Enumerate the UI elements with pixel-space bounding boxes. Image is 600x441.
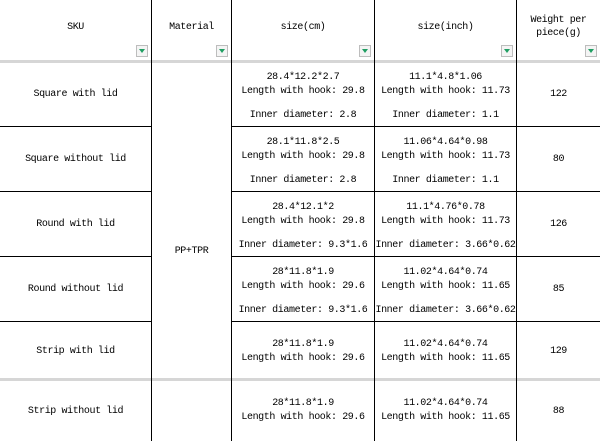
size-dimensions: 11.02*4.64*0.74 xyxy=(403,338,488,350)
column-header-weight[interactable]: Weight per piece(g) xyxy=(517,0,600,62)
length-with-hook: Length with hook: 29.8 xyxy=(241,86,365,97)
column-header-weight-label: Weight per piece(g) xyxy=(530,15,587,39)
filter-button-size-cm[interactable] xyxy=(359,45,371,57)
inner-diameter: Inner diameter: 1.1 xyxy=(392,175,499,186)
length-with-hook: Length with hook: 29.8 xyxy=(241,216,365,227)
sku-label: Round without lid xyxy=(27,283,124,295)
size-cm-cell[interactable]: 28*11.8*1.9 Length with hook: 29.6 xyxy=(232,322,375,381)
weight-cell[interactable]: 122 xyxy=(517,62,600,127)
filter-button-weight[interactable] xyxy=(585,45,597,57)
weight-value: 85 xyxy=(552,283,565,295)
column-header-size-cm[interactable]: size(cm) xyxy=(232,0,375,62)
material-merged-cell[interactable]: PP+TPR xyxy=(152,62,232,441)
sku-label: Strip without lid xyxy=(27,405,124,417)
length-with-hook: Length with hook: 29.8 xyxy=(241,151,365,162)
weight-value: 126 xyxy=(550,218,567,230)
inner-diameter: Inner diameter: 9.3*1.6 xyxy=(238,305,368,316)
column-header-material-label: Material xyxy=(169,21,214,33)
filter-button-sku[interactable] xyxy=(136,45,148,57)
filter-button-material[interactable] xyxy=(216,45,228,57)
inner-diameter: Inner diameter: 2.8 xyxy=(249,175,357,186)
size-dimensions: 28.4*12.2*2.7 xyxy=(266,72,340,83)
filter-button-size-inch[interactable] xyxy=(501,45,513,57)
material-value: PP+TPR xyxy=(174,246,209,257)
filter-dropdown-icon xyxy=(219,49,225,53)
weight-cell[interactable]: 126 xyxy=(517,192,600,257)
sku-label: Strip with lid xyxy=(36,346,115,357)
sku-cell[interactable]: Round without lid xyxy=(0,257,152,322)
length-with-hook: Length with hook: 11.65 xyxy=(381,412,510,423)
weight-cell[interactable]: 129 xyxy=(517,322,600,381)
weight-value: 122 xyxy=(550,88,567,100)
size-dimensions: 28*11.8*1.9 xyxy=(272,398,334,409)
length-with-hook: Length with hook: 29.6 xyxy=(241,412,365,423)
length-with-hook: Length with hook: 11.73 xyxy=(381,86,510,97)
weight-value: 80 xyxy=(552,153,565,165)
sku-label: Round with lid xyxy=(36,218,115,230)
sku-label: Square without lid xyxy=(25,153,126,165)
weight-value: 129 xyxy=(550,346,567,357)
sku-cell[interactable]: Strip without lid xyxy=(0,381,152,441)
size-dimensions: 11.06*4.64*0.98 xyxy=(403,137,488,148)
length-with-hook: Length with hook: 11.73 xyxy=(381,151,510,162)
filter-dropdown-icon xyxy=(588,49,594,53)
size-inch-cell[interactable]: 11.1*4.76*0.78 Length with hook: 11.73 Inn… xyxy=(375,192,517,257)
column-header-size-inch[interactable]: size(inch) xyxy=(375,0,517,62)
column-header-size-cm-label: size(cm) xyxy=(280,21,326,33)
length-with-hook: Length with hook: 29.6 xyxy=(241,352,365,364)
size-inch-cell[interactable]: 11.1*4.8*1.06 Length with hook: 11.73 Inne… xyxy=(375,62,517,127)
inner-diameter: Inner diameter: 2.8 xyxy=(249,110,357,121)
size-dimensions: 11.1*4.76*0.78 xyxy=(406,202,485,213)
size-dimensions: 11.1*4.8*1.06 xyxy=(409,72,482,83)
size-dimensions: 28*11.8*1.9 xyxy=(272,338,334,350)
sku-cell[interactable]: Strip with lid xyxy=(0,322,152,381)
size-cm-cell[interactable]: 28*11.8*1.9 Length with hook: 29.6 xyxy=(232,381,375,441)
size-cm-cell[interactable]: 28.4*12.1*2 Length with hook: 29.8 Inner d… xyxy=(232,192,375,257)
column-header-sku[interactable]: SKU xyxy=(0,0,152,62)
size-dimensions: 28*11.8*1.9 xyxy=(272,267,334,278)
filter-dropdown-icon xyxy=(139,49,145,53)
size-dimensions: 28.4*12.1*2 xyxy=(272,202,334,213)
column-header-sku-label: SKU xyxy=(67,21,84,33)
weight-cell[interactable]: 88 xyxy=(517,381,600,441)
filter-dropdown-icon xyxy=(362,49,368,53)
sku-cell[interactable]: Square with lid xyxy=(0,62,152,127)
inner-diameter: Inner diameter: 9.3*1.6 xyxy=(238,240,368,251)
size-cm-cell[interactable]: 28*11.8*1.9 Length with hook: 29.6 Inner d… xyxy=(232,257,375,322)
sku-cell[interactable]: Round with lid xyxy=(0,192,152,257)
size-inch-cell[interactable]: 11.02*4.64*0.74 Length with hook: 11.65 In… xyxy=(375,257,517,322)
length-with-hook: Length with hook: 11.73 xyxy=(381,216,510,227)
size-cm-cell[interactable]: 28.4*12.2*2.7 Length with hook: 29.8 Inner… xyxy=(232,62,375,127)
size-inch-cell[interactable]: 11.02*4.64*0.74 Length with hook: 11.65 xyxy=(375,322,517,381)
size-dimensions: 28.1*11.8*2.5 xyxy=(266,137,340,148)
length-with-hook: Length with hook: 29.6 xyxy=(241,281,365,292)
length-with-hook: Length with hook: 11.65 xyxy=(381,281,510,292)
page-break-line xyxy=(0,378,600,381)
sku-label: Square with lid xyxy=(33,88,118,100)
inner-diameter: Inner diameter: 1.1 xyxy=(392,110,499,121)
inner-diameter: Inner diameter: 3.66*0.62 xyxy=(375,305,516,316)
size-inch-cell[interactable]: 11.02*4.64*0.74 Length with hook: 11.65 xyxy=(375,381,517,441)
weight-cell[interactable]: 80 xyxy=(517,127,600,192)
size-cm-cell[interactable]: 28.1*11.8*2.5 Length with hook: 29.8 Inner… xyxy=(232,127,375,192)
weight-cell[interactable]: 85 xyxy=(517,257,600,322)
size-inch-cell[interactable]: 11.06*4.64*0.98 Length with hook: 11.73 In… xyxy=(375,127,517,192)
column-header-size-inch-label: size(inch) xyxy=(417,21,474,33)
size-dimensions: 11.02*4.64*0.74 xyxy=(403,398,488,409)
filter-dropdown-icon xyxy=(504,49,510,53)
inner-diameter: Inner diameter: 3.66*0.62 xyxy=(375,240,516,251)
column-header-material[interactable]: Material xyxy=(152,0,232,62)
header-separator-line xyxy=(0,60,600,63)
size-dimensions: 11.02*4.64*0.74 xyxy=(403,267,488,278)
weight-value: 88 xyxy=(552,405,565,417)
length-with-hook: Length with hook: 11.65 xyxy=(381,352,510,364)
sku-cell[interactable]: Square without lid xyxy=(0,127,152,192)
